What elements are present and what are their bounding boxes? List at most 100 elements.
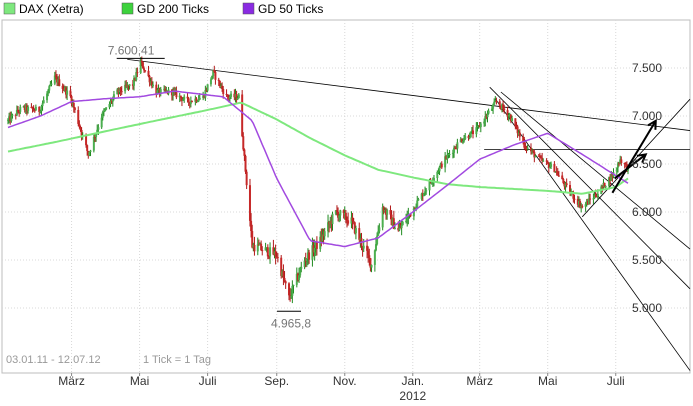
price-bar — [454, 146, 457, 150]
price-bar-body — [102, 111, 105, 113]
price-bar — [537, 154, 540, 157]
x-tick-label: März — [58, 374, 85, 388]
price-bar — [595, 193, 598, 198]
price-bar-body — [383, 209, 386, 212]
price-bar — [337, 207, 340, 222]
price-bar-body — [264, 247, 267, 251]
price-bar-body — [430, 182, 433, 184]
x-tick-label: Juli — [199, 374, 217, 388]
price-bar — [463, 134, 466, 143]
price-bar — [327, 214, 330, 238]
price-bar — [172, 87, 175, 101]
price-bar-body — [203, 95, 206, 98]
price-bar — [368, 248, 371, 266]
price-bar-body — [437, 171, 440, 173]
price-bar-body — [475, 127, 478, 135]
price-bar — [105, 107, 108, 111]
price-bar-body — [143, 68, 146, 71]
gd50-line — [7, 90, 629, 248]
price-bar — [382, 205, 385, 215]
price-bar-body — [14, 114, 17, 116]
price-bar-body — [159, 89, 162, 94]
price-bar-body — [141, 62, 144, 69]
price-bar-body — [564, 183, 567, 187]
arrows-layer — [611, 119, 657, 194]
price-bar-body — [534, 155, 537, 158]
price-bar — [460, 138, 463, 143]
price-bar-body — [66, 90, 69, 95]
price-bar-body — [562, 179, 565, 183]
price-bar-body — [425, 190, 428, 192]
price-bar-body — [463, 139, 466, 142]
price-bar — [14, 113, 17, 120]
price-bar-body — [320, 236, 323, 241]
price-bar-body — [54, 75, 57, 78]
price-bar — [581, 204, 584, 209]
price-bar-body — [376, 235, 379, 245]
price-bar — [523, 137, 526, 150]
price-bar-body — [547, 163, 550, 169]
price-bar — [196, 100, 199, 103]
price-bar — [331, 211, 334, 231]
price-bar — [503, 104, 506, 114]
price-bar — [359, 233, 362, 248]
price-bar-body — [269, 247, 272, 257]
price-bar — [366, 238, 369, 259]
price-bar — [451, 149, 454, 159]
price-bar — [422, 192, 425, 197]
price-bar-body — [385, 209, 388, 215]
price-bar-body — [620, 159, 623, 163]
price-bar — [266, 244, 269, 260]
price-bar — [477, 124, 480, 129]
price-bar-body — [440, 163, 443, 168]
price-bar — [533, 149, 536, 163]
price-bar — [303, 257, 306, 270]
price-bar — [492, 103, 495, 114]
x-tick-label: Nov. — [333, 374, 357, 388]
price-bar-body — [202, 95, 205, 98]
price-bar-body — [49, 84, 52, 87]
price-bar — [267, 255, 270, 260]
x-tick-label: Juli — [607, 374, 625, 388]
price-bar — [502, 100, 505, 112]
price-bar — [214, 70, 217, 85]
price-bar — [500, 103, 503, 113]
price-bar — [245, 169, 248, 190]
price-bar-body — [69, 90, 72, 97]
price-bar — [226, 94, 229, 100]
price-bar — [468, 132, 471, 140]
price-bar — [131, 79, 134, 90]
price-bar — [461, 138, 464, 145]
price-bar — [514, 118, 517, 130]
price-bar-body — [227, 96, 230, 99]
price-bar-body — [205, 90, 208, 92]
price-bar-body — [125, 84, 128, 87]
price-bar — [565, 178, 568, 188]
price-bar-body — [128, 84, 131, 87]
price-bar-body — [524, 147, 527, 149]
price-bar — [289, 287, 292, 302]
price-bar — [401, 220, 404, 226]
price-bar-body — [47, 90, 50, 94]
price-bar-body — [321, 234, 324, 241]
price-bar-body — [100, 117, 103, 128]
price-bar — [386, 208, 389, 220]
price-bar — [42, 96, 45, 104]
price-bar-body — [368, 255, 371, 259]
price-bar — [228, 94, 231, 103]
price-bar-body — [195, 98, 198, 102]
price-bar — [563, 180, 566, 190]
price-bar-body — [334, 210, 337, 214]
price-bar — [87, 150, 90, 159]
price-bar — [579, 198, 582, 209]
price-bar-body — [298, 275, 301, 280]
price-bar-body — [354, 228, 357, 234]
price-bar-body — [194, 98, 197, 102]
price-bar-body — [178, 95, 181, 98]
price-bar — [187, 97, 190, 106]
price-bar — [305, 258, 308, 267]
price-bar-body — [399, 227, 402, 229]
price-bar — [515, 121, 518, 130]
price-bar — [390, 210, 393, 226]
price-bar — [155, 81, 158, 98]
